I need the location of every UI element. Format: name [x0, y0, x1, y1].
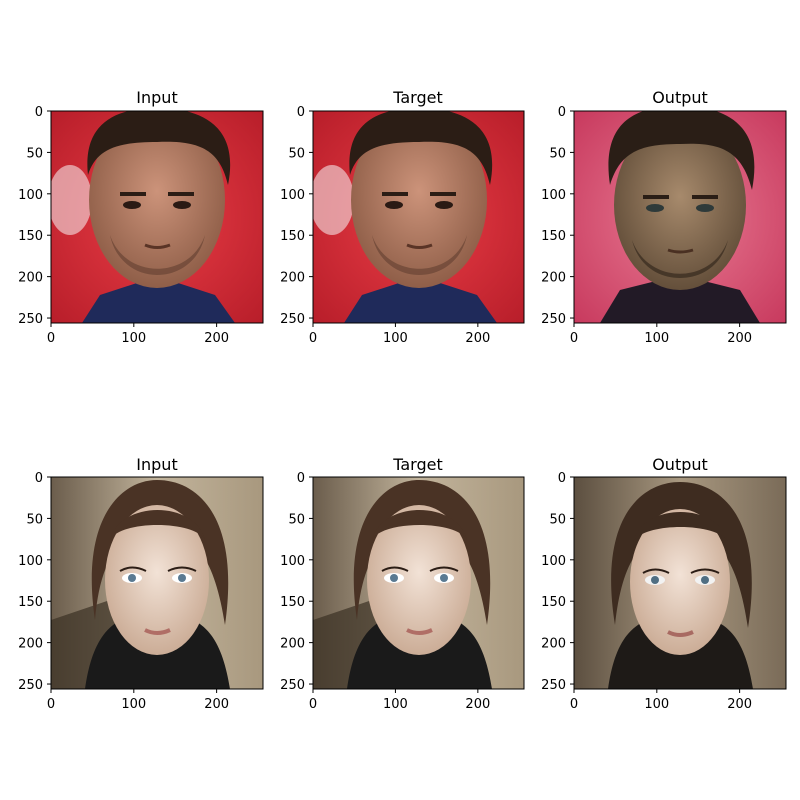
x-tick-label: 100 — [121, 331, 146, 346]
x-tick-label: 200 — [465, 697, 490, 712]
y-tick-label: 150 — [280, 229, 305, 244]
y-tick-label: 150 — [541, 229, 566, 244]
axes-frame — [50, 110, 264, 324]
x-tick-label: 0 — [570, 331, 578, 346]
y-tick-label: 250 — [280, 678, 305, 693]
y-tick-label: 50 — [549, 512, 566, 527]
x-tick-label: 200 — [204, 331, 229, 346]
subplot-title: Target — [392, 88, 443, 107]
y-tick-label: 250 — [18, 678, 43, 693]
subplot-title: Input — [136, 88, 177, 107]
subplot-2-target: Target 0 100 200 0 50 100 150 200 250 — [280, 88, 525, 346]
face-image — [313, 477, 524, 689]
x-tick-label: 100 — [644, 331, 669, 346]
y-tick-label: 0 — [35, 105, 43, 120]
y-tick-label: 150 — [280, 595, 305, 610]
y-tick-label: 200 — [280, 271, 305, 286]
y-tick-label: 0 — [558, 471, 566, 486]
axes-frame — [312, 110, 525, 324]
x-tick-label: 0 — [309, 331, 317, 346]
y-tick-label: 200 — [18, 271, 43, 286]
axes-frame — [50, 476, 264, 690]
y-tick-label: 0 — [35, 471, 43, 486]
y-tick-label: 250 — [541, 678, 566, 693]
y-tick-label: 50 — [288, 146, 305, 161]
face-image — [313, 111, 524, 323]
x-tick-label: 200 — [727, 697, 752, 712]
y-tick-label: 100 — [18, 188, 43, 203]
subplot-title: Input — [136, 455, 177, 474]
y-tick-label: 50 — [26, 512, 43, 527]
subplot-6-output: Output 0 100 200 0 50 100 150 200 250 — [541, 455, 787, 712]
y-tick-label: 50 — [288, 512, 305, 527]
y-tick-label: 0 — [297, 105, 305, 120]
x-tick-label: 200 — [204, 697, 229, 712]
axes-frame — [573, 476, 787, 690]
y-tick-label: 150 — [541, 595, 566, 610]
y-tick-label: 200 — [18, 637, 43, 652]
face-image — [51, 477, 263, 689]
axes-frame — [573, 110, 787, 324]
face-image — [574, 111, 786, 323]
y-tick-label: 150 — [18, 229, 43, 244]
x-tick-label: 100 — [644, 697, 669, 712]
axes-frame — [312, 476, 525, 690]
y-tick-label: 200 — [541, 637, 566, 652]
subplot-4-input: Input 0 100 200 0 50 100 150 200 250 — [18, 455, 264, 712]
subplot-title: Target — [392, 455, 443, 474]
y-tick-label: 200 — [280, 637, 305, 652]
face-image — [574, 477, 786, 689]
subplot-title: Output — [652, 455, 708, 474]
y-tick-label: 0 — [558, 105, 566, 120]
face-image — [51, 111, 263, 323]
x-tick-label: 100 — [121, 697, 146, 712]
y-tick-label: 100 — [541, 554, 566, 569]
x-tick-label: 0 — [309, 697, 317, 712]
y-tick-label: 100 — [18, 554, 43, 569]
subplot-title: Output — [652, 88, 708, 107]
y-tick-label: 100 — [280, 188, 305, 203]
x-tick-label: 0 — [570, 697, 578, 712]
x-tick-label: 200 — [465, 331, 490, 346]
y-tick-label: 250 — [541, 312, 566, 327]
y-tick-label: 150 — [18, 595, 43, 610]
y-tick-label: 250 — [280, 312, 305, 327]
x-tick-label: 200 — [727, 331, 752, 346]
y-tick-label: 50 — [26, 146, 43, 161]
y-tick-label: 50 — [549, 146, 566, 161]
subplot-5-target: Target 0 100 200 0 50 100 150 200 250 — [280, 455, 525, 712]
y-tick-label: 100 — [280, 554, 305, 569]
x-tick-label: 100 — [383, 331, 408, 346]
y-tick-label: 250 — [18, 312, 43, 327]
x-tick-label: 0 — [47, 697, 55, 712]
subplot-3-output: Output 0 100 200 0 50 100 150 200 250 — [541, 88, 787, 346]
y-tick-label: 200 — [541, 271, 566, 286]
x-tick-label: 100 — [383, 697, 408, 712]
y-tick-label: 100 — [541, 188, 566, 203]
subplot-1-input: Input 0 100 200 0 50 100 150 200 250 — [18, 88, 264, 346]
y-tick-label: 0 — [297, 471, 305, 486]
x-tick-label: 0 — [47, 331, 55, 346]
